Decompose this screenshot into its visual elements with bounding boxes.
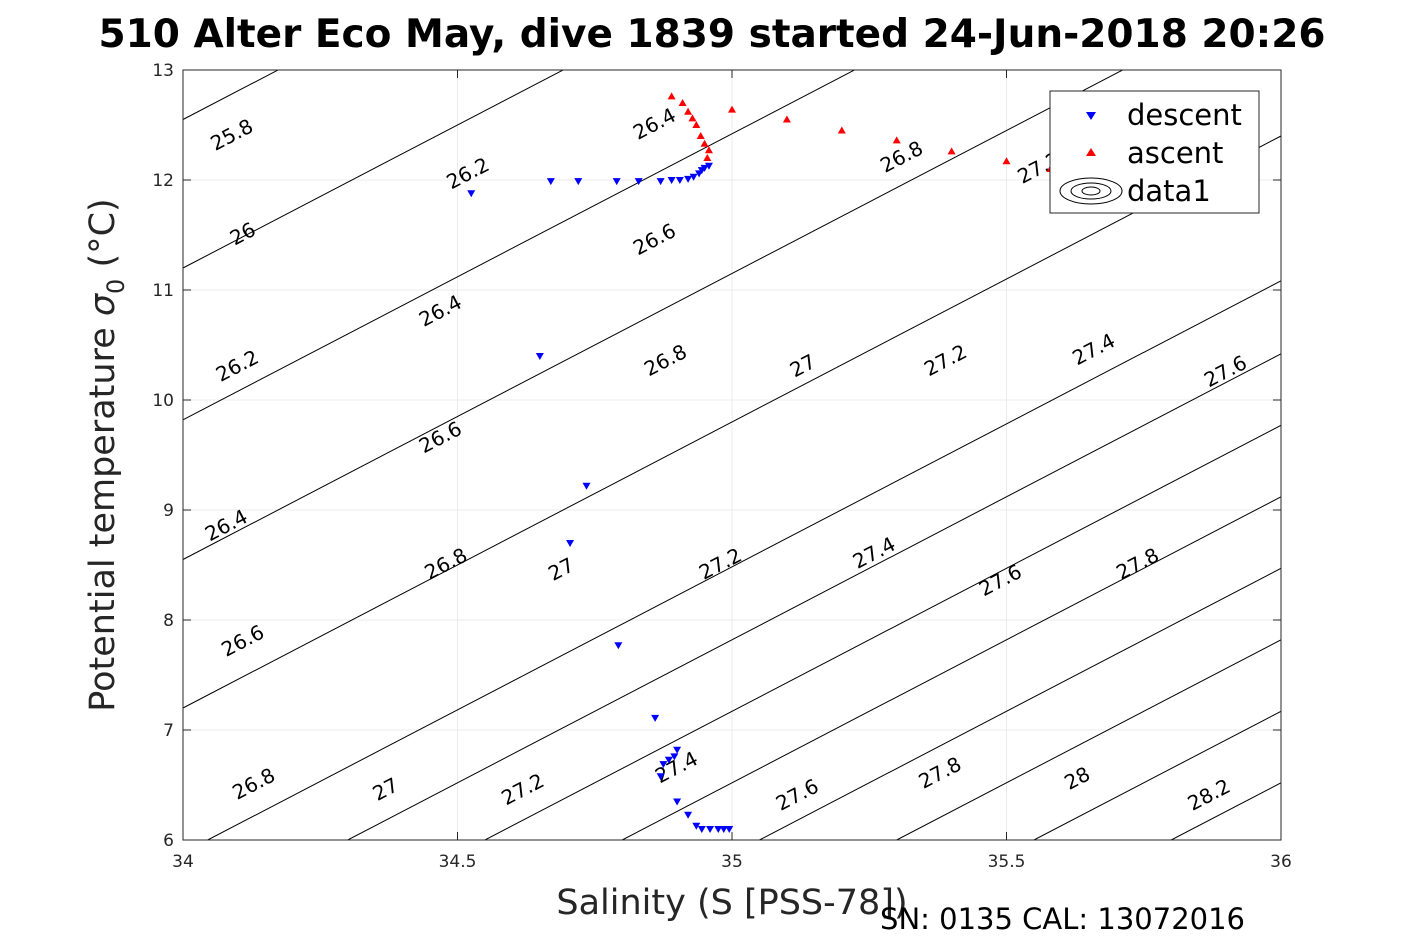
descent-point (684, 175, 693, 183)
ascent-point (837, 126, 846, 134)
descent-point (634, 178, 643, 186)
legend-descent-marker (1086, 112, 1096, 120)
isopycnal-line (183, 70, 565, 269)
y-axis-label-text: Potential temperature (83, 327, 123, 711)
descent-point (535, 353, 544, 360)
y-tick-label: 7 (163, 721, 174, 741)
x-tick-label: 35.5 (988, 852, 1026, 872)
y-tick-label: 13 (152, 61, 174, 81)
descent-point (612, 178, 621, 186)
descent-point (704, 162, 713, 170)
isopycnal-line (484, 424, 1281, 840)
isopycnal-line (183, 70, 1124, 560)
descent-point (719, 826, 728, 833)
grid-lines (182, 69, 1282, 841)
legend-contour-icon (1059, 177, 1123, 205)
x-axis-label: Salinity (S [PSS-78]) (556, 883, 907, 923)
descent-point (656, 178, 665, 186)
descent-point (582, 482, 591, 490)
ascent-point (1002, 157, 1011, 165)
y-tick-label: 10 (152, 391, 174, 411)
descent-point (725, 826, 734, 833)
ascent-point (728, 105, 736, 113)
ascent-point (692, 121, 701, 128)
ascent-point (703, 154, 712, 161)
serial-cal-footer: SN: 0135 CAL: 13072016 (880, 902, 1245, 936)
axis-ticks: 34 34.5 35 35.5 36 6 7 8 9 10 11 12 13 (152, 61, 1291, 872)
legend-data1-label: data1 (1127, 174, 1211, 208)
y-axis-label-subscript: 0 (102, 279, 130, 294)
legend-ascent-marker (1086, 148, 1096, 156)
descent-point (706, 826, 715, 833)
descent-point (667, 177, 676, 184)
y-tick-label: 8 (163, 611, 174, 631)
ascent-point (892, 136, 901, 144)
isopycnal-line (183, 70, 856, 421)
y-axis-label-unit: (°C) (83, 198, 123, 267)
ascent-point (704, 146, 713, 154)
descent-point (664, 756, 673, 764)
descent-point (692, 822, 701, 830)
descent-point (673, 798, 682, 806)
x-tick-label: 36 (1270, 852, 1292, 872)
legend-box (1049, 90, 1260, 214)
isopycnal-line (347, 353, 1281, 840)
x-tick-label: 35 (721, 852, 743, 872)
y-axis-label: Potential temperature σ0 (°C) (83, 198, 130, 711)
ascent-point (684, 107, 693, 115)
x-tick-label: 34.5 (439, 852, 477, 872)
ascent-point (678, 99, 687, 106)
descent-point (714, 826, 723, 833)
y-tick-label: 12 (152, 171, 174, 191)
isopycnal-line (183, 135, 1281, 709)
legend-ascent-label: ascent (1127, 136, 1223, 170)
isopycnal-line (896, 639, 1281, 840)
legend-descent-label: descent (1127, 98, 1242, 132)
isopycnal-line (759, 567, 1281, 840)
descent-point (574, 178, 583, 186)
isopycnal-line (1033, 710, 1281, 840)
descent-point (651, 714, 660, 722)
y-axis-label-symbol: σ (83, 292, 123, 316)
data-markers (467, 92, 1066, 833)
y-tick-label: 6 (163, 831, 174, 851)
descent-point (546, 178, 555, 186)
ascent-point (782, 115, 791, 123)
descent-point (697, 826, 706, 833)
descent-point (614, 642, 623, 650)
descent-point (659, 761, 668, 769)
descent-point (467, 190, 476, 198)
isopycnal-contours (183, 70, 1281, 840)
x-tick-label: 34 (172, 852, 194, 872)
legend: descent ascent data1 (1049, 90, 1260, 214)
descent-point (656, 773, 665, 781)
descent-point (675, 177, 684, 184)
descent-point (670, 753, 679, 761)
ascent-point (700, 139, 709, 147)
y-tick-label: 11 (152, 281, 174, 301)
descent-point (689, 173, 698, 181)
ascent-point (667, 92, 676, 100)
ascent-point (947, 147, 956, 155)
y-tick-label: 9 (163, 501, 174, 521)
ascent-point (688, 114, 697, 122)
descent-point (566, 540, 575, 547)
isopycnal-line (207, 280, 1281, 840)
descent-point (673, 746, 682, 754)
descent-point (684, 811, 693, 819)
chart-title: 510 Alter Eco May, dive 1839 started 24-… (98, 12, 1325, 57)
descent-point (700, 164, 709, 172)
ascent-point (696, 132, 705, 139)
isopycnal-line (621, 496, 1281, 840)
